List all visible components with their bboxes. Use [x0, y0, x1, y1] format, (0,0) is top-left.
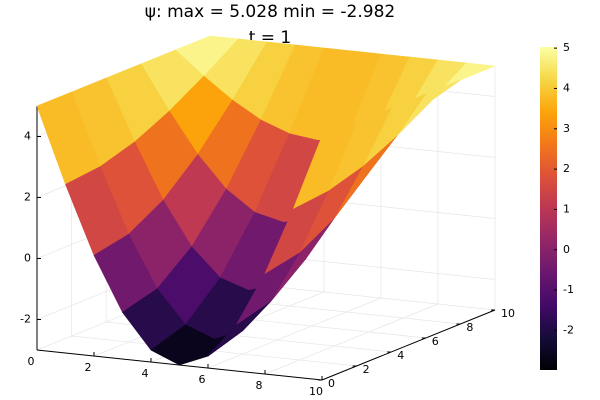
colorbar-tick-label: 0 — [563, 243, 570, 256]
colorbar-tick-label: 5 — [563, 41, 570, 54]
x-tick-label: 0 — [28, 355, 35, 368]
y-tick-label: 0 — [328, 377, 335, 390]
colorbar-tick-label: -2 — [563, 323, 574, 336]
y-tick-label: 8 — [466, 321, 473, 334]
y-tick-label: 6 — [432, 335, 439, 348]
y-axis — [321, 309, 496, 381]
colorbar — [540, 47, 557, 370]
chart-title: ψ: max = 5.028 min = -2.982 — [145, 2, 395, 22]
x-tick-label: 10 — [309, 385, 323, 398]
colorbar-tick-label: 3 — [563, 122, 570, 135]
y-tick-label: 2 — [363, 363, 370, 376]
colorbar-tick-label: 4 — [563, 81, 570, 94]
z-tick-label: -2 — [20, 313, 31, 326]
z-tick-label: 0 — [24, 252, 31, 265]
grid-line — [207, 297, 382, 369]
z-tick-label: 2 — [24, 191, 31, 204]
colorbar-tick-label: 2 — [563, 162, 570, 175]
grid-line — [264, 303, 439, 375]
x-tick-label: 4 — [142, 367, 149, 380]
x-tick-label: 2 — [85, 361, 92, 374]
z-tick-label: 4 — [24, 130, 31, 143]
x-tick-label: 6 — [199, 373, 206, 386]
surface-patch — [292, 121, 358, 209]
x-tick-label: 8 — [256, 379, 263, 392]
y-tick-label: 4 — [397, 349, 404, 362]
y-tick-label: 10 — [501, 307, 515, 320]
colorbar-tick-label: -1 — [563, 283, 574, 296]
colorbar-tick-label: 1 — [563, 202, 570, 215]
